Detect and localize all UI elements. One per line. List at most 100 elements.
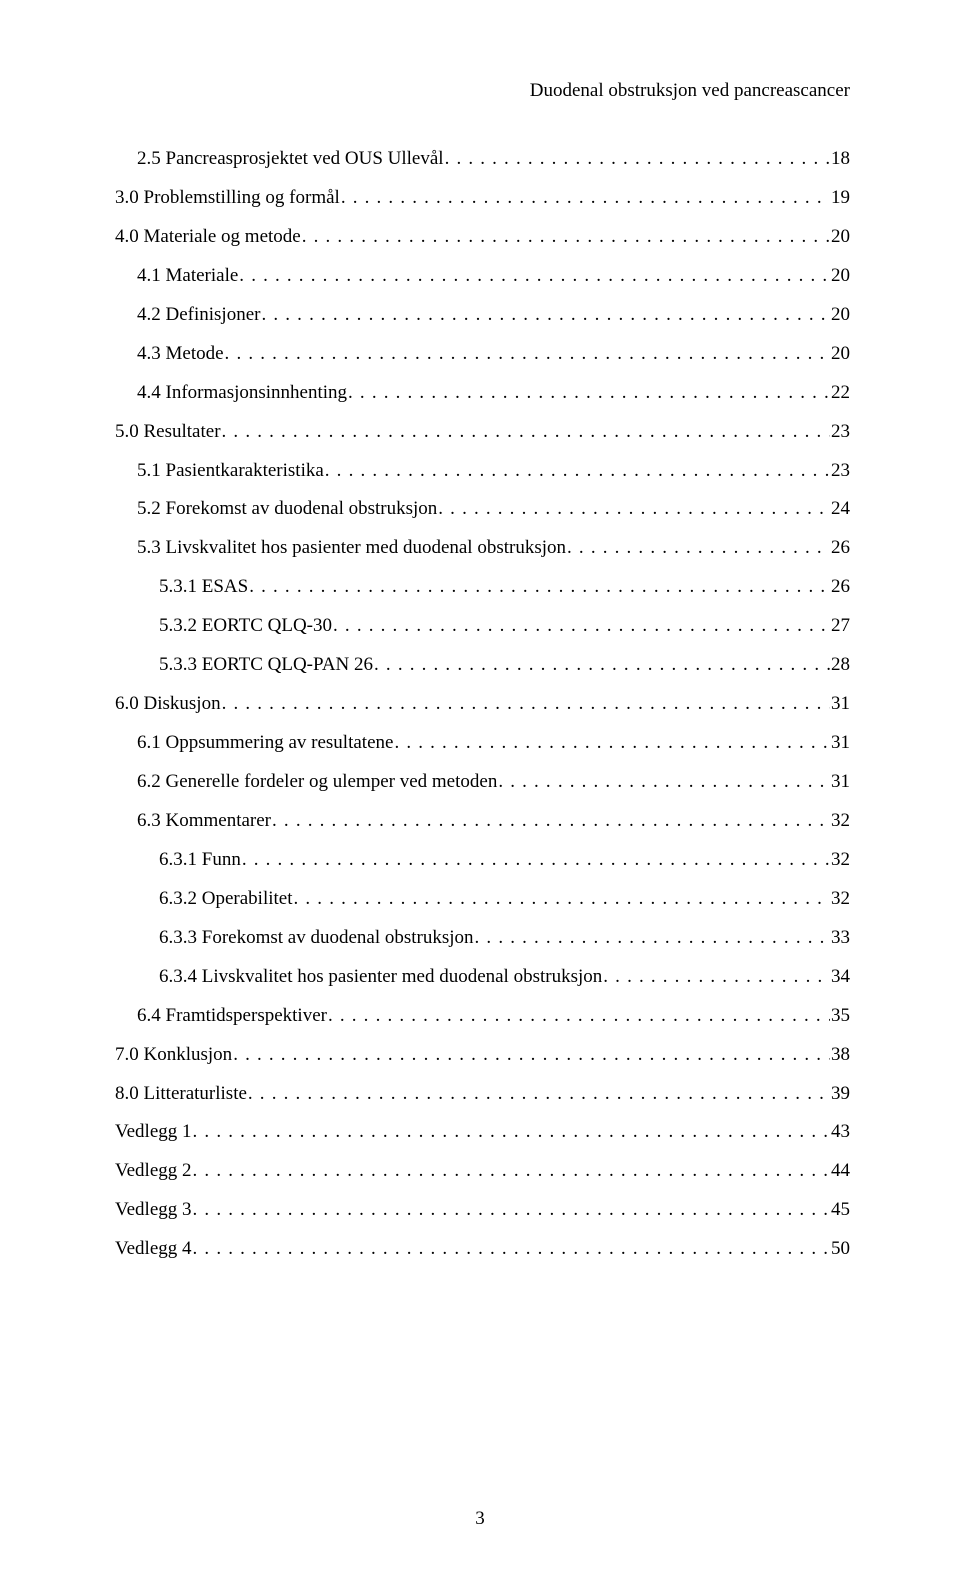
toc-entry-page: 31: [831, 685, 850, 724]
toc-entry: Vedlegg 4 50: [115, 1230, 850, 1269]
toc-leader-dots: [438, 490, 830, 529]
toc-entry: 2.5 Pancreasprosjektet ved OUS Ullevål 1…: [115, 140, 850, 179]
toc-entry-label: 5.2 Forekomst av duodenal obstruksjon: [137, 490, 437, 529]
toc-entry-label: 5.1 Pasientkarakteristika: [137, 452, 324, 491]
running-header: Duodenal obstruksjon ved pancreascancer: [115, 80, 850, 102]
toc-entry: 5.1 Pasientkarakteristika 23: [115, 452, 850, 491]
toc-entry-page: 19: [831, 179, 850, 218]
toc-entry-label: 5.3.1 ESAS: [159, 568, 248, 607]
toc-entry-page: 32: [831, 880, 850, 919]
toc-leader-dots: [325, 452, 830, 491]
toc-leader-dots: [567, 529, 830, 568]
toc-entry: 4.4 Informasjonsinnhenting 22: [115, 374, 850, 413]
toc-entry: 6.3 Kommentarer 32: [115, 802, 850, 841]
toc-entry-page: 20: [831, 218, 850, 257]
toc-entry: 5.3 Livskvalitet hos pasienter med duode…: [115, 529, 850, 568]
toc-entry-label: 5.0 Resultater: [115, 413, 221, 452]
toc-entry-page: 28: [831, 646, 850, 685]
toc-entry-label: 6.1 Oppsummering av resultatene: [137, 724, 393, 763]
toc-entry-page: 45: [831, 1191, 850, 1230]
toc-entry-page: 38: [831, 1036, 850, 1075]
toc-leader-dots: [193, 1152, 830, 1191]
toc-entry-page: 39: [831, 1075, 850, 1114]
toc-entry: 6.3.1 Funn 32: [115, 841, 850, 880]
toc-leader-dots: [603, 958, 830, 997]
toc-entry-label: 6.3.4 Livskvalitet hos pasienter med duo…: [159, 958, 602, 997]
toc-leader-dots: [394, 724, 830, 763]
toc-entry-label: 5.3.3 EORTC QLQ-PAN 26: [159, 646, 373, 685]
toc-entry-label: Vedlegg 1: [115, 1113, 192, 1152]
toc-entry-page: 27: [831, 607, 850, 646]
toc-leader-dots: [222, 413, 830, 452]
toc-entry-page: 23: [831, 452, 850, 491]
toc-entry: 8.0 Litteraturliste 39: [115, 1075, 850, 1114]
toc-leader-dots: [328, 997, 830, 1036]
toc-entry-page: 34: [831, 958, 850, 997]
toc-entry: 5.3.2 EORTC QLQ-30 27: [115, 607, 850, 646]
toc-entry-label: 7.0 Konklusjon: [115, 1036, 232, 1075]
toc-entry-page: 32: [831, 841, 850, 880]
toc-entry-label: 6.3.3 Forekomst av duodenal obstruksjon: [159, 919, 474, 958]
toc-entry: 5.0 Resultater 23: [115, 413, 850, 452]
toc-entry-label: 5.3 Livskvalitet hos pasienter med duode…: [137, 529, 566, 568]
toc-leader-dots: [233, 1036, 830, 1075]
toc-leader-dots: [302, 218, 830, 257]
toc-entry: Vedlegg 3 45: [115, 1191, 850, 1230]
toc-entry-label: Vedlegg 2: [115, 1152, 192, 1191]
table-of-contents: 2.5 Pancreasprosjektet ved OUS Ullevål 1…: [115, 140, 850, 1269]
toc-entry: 4.2 Definisjoner 20: [115, 296, 850, 335]
toc-entry-page: 35: [831, 997, 850, 1036]
toc-entry: 6.3.4 Livskvalitet hos pasienter med duo…: [115, 958, 850, 997]
toc-entry-page: 26: [831, 529, 850, 568]
toc-entry: 7.0 Konklusjon 38: [115, 1036, 850, 1075]
toc-entry-page: 22: [831, 374, 850, 413]
toc-leader-dots: [475, 919, 830, 958]
toc-entry-label: Vedlegg 4: [115, 1230, 192, 1269]
toc-leader-dots: [498, 763, 830, 802]
toc-entry-page: 43: [831, 1113, 850, 1152]
toc-entry-label: 6.4 Framtidsperspektiver: [137, 997, 327, 1036]
toc-entry-label: 4.4 Informasjonsinnhenting: [137, 374, 347, 413]
toc-entry: 6.3.2 Operabilitet 32: [115, 880, 850, 919]
toc-entry: 6.0 Diskusjon 31: [115, 685, 850, 724]
toc-entry-label: 2.5 Pancreasprosjektet ved OUS Ullevål: [137, 140, 444, 179]
toc-entry: 5.2 Forekomst av duodenal obstruksjon 24: [115, 490, 850, 529]
toc-entry: 5.3.3 EORTC QLQ-PAN 26 28: [115, 646, 850, 685]
toc-leader-dots: [225, 335, 830, 374]
toc-entry-page: 50: [831, 1230, 850, 1269]
toc-entry: Vedlegg 1 43: [115, 1113, 850, 1152]
toc-entry-label: 6.0 Diskusjon: [115, 685, 221, 724]
toc-entry-page: 18: [831, 140, 850, 179]
toc-entry-page: 20: [831, 257, 850, 296]
toc-entry-label: 4.3 Metode: [137, 335, 224, 374]
toc-entry-label: 6.3.2 Operabilitet: [159, 880, 293, 919]
toc-entry-label: 5.3.2 EORTC QLQ-30: [159, 607, 332, 646]
toc-entry-page: 31: [831, 763, 850, 802]
toc-entry-page: 26: [831, 568, 850, 607]
toc-entry-page: 33: [831, 919, 850, 958]
toc-leader-dots: [374, 646, 830, 685]
toc-leader-dots: [341, 179, 830, 218]
toc-leader-dots: [445, 140, 830, 179]
toc-entry-page: 24: [831, 490, 850, 529]
toc-leader-dots: [242, 841, 830, 880]
toc-entry-page: 20: [831, 296, 850, 335]
toc-entry: 5.3.1 ESAS 26: [115, 568, 850, 607]
toc-entry-label: 4.2 Definisjoner: [137, 296, 260, 335]
toc-leader-dots: [294, 880, 831, 919]
toc-entry: 6.4 Framtidsperspektiver 35: [115, 997, 850, 1036]
toc-leader-dots: [193, 1191, 830, 1230]
toc-entry: 6.1 Oppsummering av resultatene 31: [115, 724, 850, 763]
toc-entry: Vedlegg 2 44: [115, 1152, 850, 1191]
toc-leader-dots: [348, 374, 830, 413]
toc-entry-label: 8.0 Litteraturliste: [115, 1075, 247, 1114]
toc-leader-dots: [239, 257, 830, 296]
toc-entry-label: 6.2 Generelle fordeler og ulemper ved me…: [137, 763, 497, 802]
toc-entry: 4.0 Materiale og metode 20: [115, 218, 850, 257]
toc-leader-dots: [333, 607, 830, 646]
page-number: 3: [0, 1508, 960, 1530]
document-page: Duodenal obstruksjon ved pancreascancer …: [0, 0, 960, 1592]
toc-entry-page: 32: [831, 802, 850, 841]
toc-entry-label: 6.3 Kommentarer: [137, 802, 271, 841]
toc-entry-label: 4.1 Materiale: [137, 257, 238, 296]
